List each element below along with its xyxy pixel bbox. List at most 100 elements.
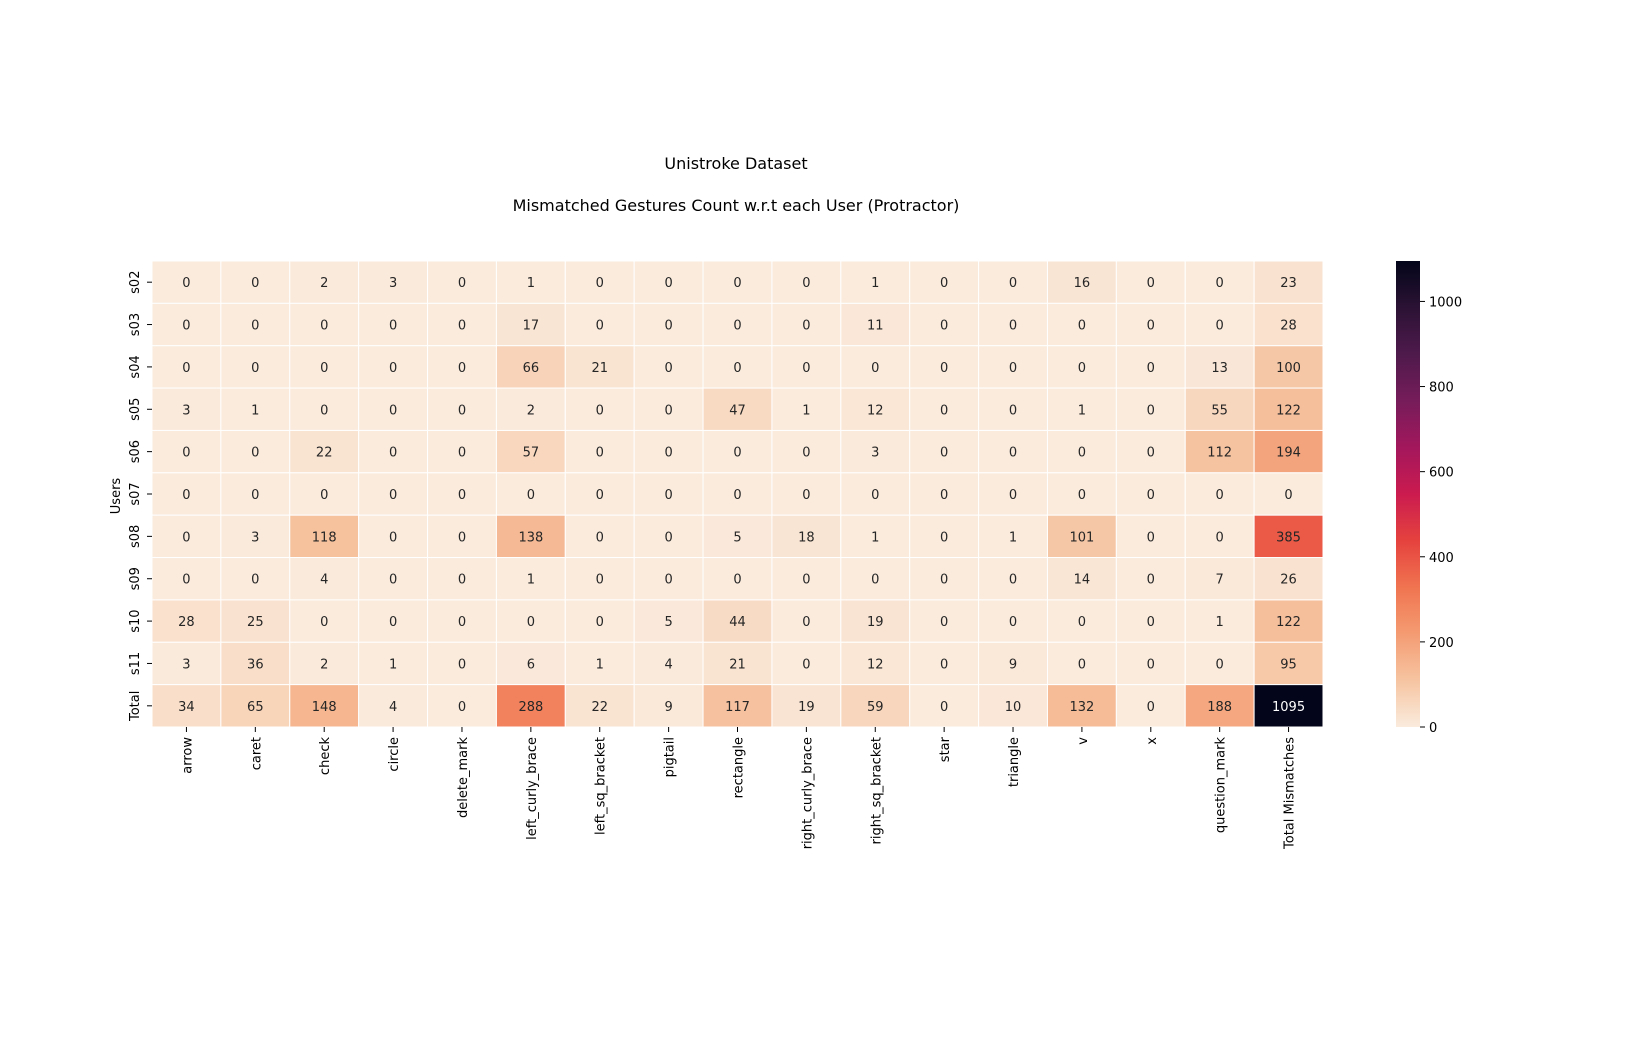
cell-value-label: 0 — [182, 530, 190, 545]
cell-value-label: 0 — [664, 403, 672, 418]
heatmap-cell — [564, 557, 635, 601]
cell-value-label: 0 — [320, 361, 328, 376]
y-tick-label: s02 — [128, 271, 143, 294]
cell-value-label: 2 — [320, 657, 328, 672]
colorbar-tick-label: 200 — [1429, 636, 1454, 651]
cell-value-label: 0 — [251, 573, 259, 588]
cell-value-label: 21 — [591, 361, 608, 376]
cell-value-label: 288 — [518, 700, 543, 715]
cell-value-label: 0 — [251, 276, 259, 291]
cell-value-label: 0 — [182, 446, 190, 461]
cell-value-label: 0 — [940, 446, 948, 461]
cell-value-label: 0 — [182, 276, 190, 291]
cell-value-label: 0 — [1078, 446, 1086, 461]
cell-value-label: 17 — [523, 319, 540, 334]
heatmap-cell — [771, 387, 842, 431]
cell-value-label: 3 — [871, 446, 879, 461]
heatmap-cell — [220, 302, 291, 347]
cell-value-label: 0 — [664, 488, 672, 503]
cell-value-label: 0 — [871, 361, 879, 376]
cell-value-label: 0 — [802, 488, 810, 503]
cell-value-label: 4 — [664, 657, 672, 672]
x-tick-label: left_sq_bracket — [594, 737, 609, 835]
heatmap-cell — [495, 429, 566, 474]
heatmap-cell — [1115, 641, 1186, 686]
heatmap-cell — [495, 302, 566, 347]
heatmap-cell — [289, 472, 360, 516]
cell-value-label: 1 — [1078, 403, 1086, 418]
heatmap-cell — [358, 557, 429, 601]
cell-value-label: 0 — [320, 488, 328, 503]
cell-value-label: 122 — [1276, 615, 1301, 630]
cell-value-label: 0 — [940, 573, 948, 588]
heatmap-cell — [151, 557, 222, 601]
heatmap-cell — [495, 260, 566, 304]
heatmap-cell — [427, 557, 497, 601]
heatmap-cell — [909, 302, 980, 347]
cell-value-label: 0 — [802, 319, 810, 334]
x-tick-label: Total Mismatches — [1283, 737, 1298, 850]
cell-value-label: 0 — [733, 573, 741, 588]
heatmap-cell — [840, 599, 911, 643]
heatmap-cell — [289, 599, 360, 643]
cell-value-label: 0 — [1009, 276, 1017, 291]
cell-value-label: 112 — [1207, 446, 1232, 461]
heatmap-cell — [151, 514, 222, 559]
heatmap-cell — [978, 514, 1048, 559]
cell-value-label: 1095 — [1272, 700, 1305, 715]
cell-value-label: 1 — [1216, 615, 1224, 630]
y-tick-label: s03 — [128, 313, 143, 336]
cell-value-label: 0 — [251, 488, 259, 503]
cell-value-label: 0 — [182, 573, 190, 588]
heatmap-cell — [1184, 260, 1255, 304]
x-tick-label: arrow — [180, 737, 195, 774]
heatmap-cell — [1253, 684, 1324, 728]
heatmap-cell — [220, 260, 291, 304]
cell-value-label: 0 — [1009, 446, 1017, 461]
heatmap-cell — [771, 472, 842, 516]
cell-value-label: 0 — [251, 446, 259, 461]
cell-value-label: 5 — [664, 615, 672, 630]
cell-value-label: 55 — [1211, 403, 1228, 418]
x-tick-label: delete_mark — [456, 737, 471, 818]
heatmap-cell — [1046, 472, 1117, 516]
x-tick-label: x — [1145, 737, 1160, 745]
heatmap-cell — [358, 387, 429, 431]
heatmap-cell — [978, 684, 1048, 728]
cell-value-label: 0 — [802, 657, 810, 672]
cell-value-label: 0 — [1147, 488, 1155, 503]
y-tick-label: s05 — [128, 398, 143, 421]
colorbar-tick-label: 0 — [1429, 721, 1437, 736]
heatmap-cell — [495, 345, 566, 389]
cell-value-label: 47 — [729, 403, 746, 418]
heatmap-cell — [1253, 345, 1324, 389]
heatmap-cell — [220, 429, 291, 474]
heatmap-cell — [220, 599, 291, 643]
cell-value-label: 13 — [1211, 361, 1228, 376]
x-tick-labels: arrow caret check circle delete_mark left_cur… — [180, 727, 1298, 850]
heatmap-cell — [771, 641, 842, 686]
heatmap-cell — [840, 472, 911, 516]
y-tick-label: s08 — [128, 525, 143, 548]
cell-value-label: 0 — [664, 361, 672, 376]
heatmap-cell — [633, 260, 704, 304]
cell-value-label: 0 — [940, 615, 948, 630]
heatmap-cell — [840, 429, 911, 474]
heatmap-cell — [633, 429, 704, 474]
cell-value-label: 117 — [725, 700, 750, 715]
cell-value-label: 0 — [1284, 488, 1292, 503]
heatmap-cell — [771, 599, 842, 643]
heatmap-cell — [1115, 345, 1186, 389]
cell-value-label: 0 — [940, 361, 948, 376]
x-tick-label: circle — [387, 737, 402, 772]
cell-value-label: 0 — [458, 615, 466, 630]
heatmap-cell — [289, 514, 360, 559]
heatmap-cell — [702, 429, 773, 474]
heatmap-cell — [358, 472, 429, 516]
colorbar-gradient — [1396, 261, 1420, 727]
cell-value-label: 65 — [247, 700, 264, 715]
cell-value-label: 0 — [940, 530, 948, 545]
y-tick-label: Total — [128, 691, 143, 722]
heatmap-cell — [427, 302, 497, 347]
heatmap-cell — [702, 684, 773, 728]
